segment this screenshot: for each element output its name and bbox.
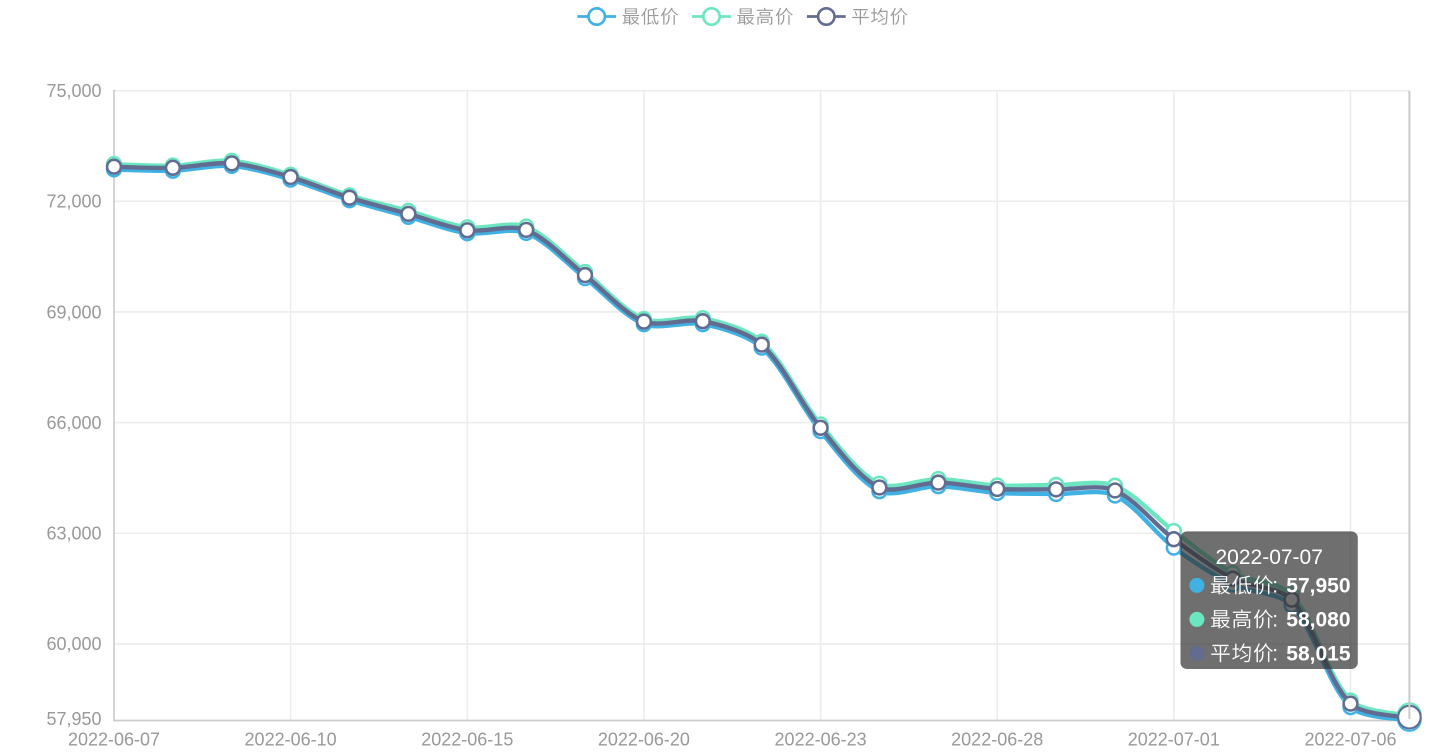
svg-text:2022-07-01: 2022-07-01 <box>1128 730 1220 750</box>
svg-text:2022-06-23: 2022-06-23 <box>775 730 867 750</box>
svg-text:2022-06-07: 2022-06-07 <box>68 730 160 750</box>
svg-text:2022-07-06: 2022-07-06 <box>1304 730 1396 750</box>
svg-text:2022-07-07: 2022-07-07 <box>1215 546 1322 569</box>
svg-text:72,000: 72,000 <box>46 192 101 212</box>
svg-text:2022-06-15: 2022-06-15 <box>421 730 513 750</box>
svg-text:63,000: 63,000 <box>46 524 101 544</box>
svg-text:58,080: 58,080 <box>1286 609 1350 632</box>
svg-text::: : <box>1272 643 1278 666</box>
svg-text:75,000: 75,000 <box>46 81 101 101</box>
svg-text:2022-06-28: 2022-06-28 <box>951 730 1043 750</box>
svg-text:66,000: 66,000 <box>46 413 101 433</box>
svg-text:2022-06-20: 2022-06-20 <box>598 730 690 750</box>
svg-text:57,950: 57,950 <box>46 709 101 729</box>
svg-text::: : <box>1272 575 1278 598</box>
svg-text:69,000: 69,000 <box>46 302 101 322</box>
svg-text:2022-06-10: 2022-06-10 <box>245 730 337 750</box>
svg-text:60,000: 60,000 <box>46 634 101 654</box>
svg-text:57,950: 57,950 <box>1286 575 1350 598</box>
svg-text:58,015: 58,015 <box>1286 643 1351 666</box>
svg-text::: : <box>1272 609 1278 632</box>
